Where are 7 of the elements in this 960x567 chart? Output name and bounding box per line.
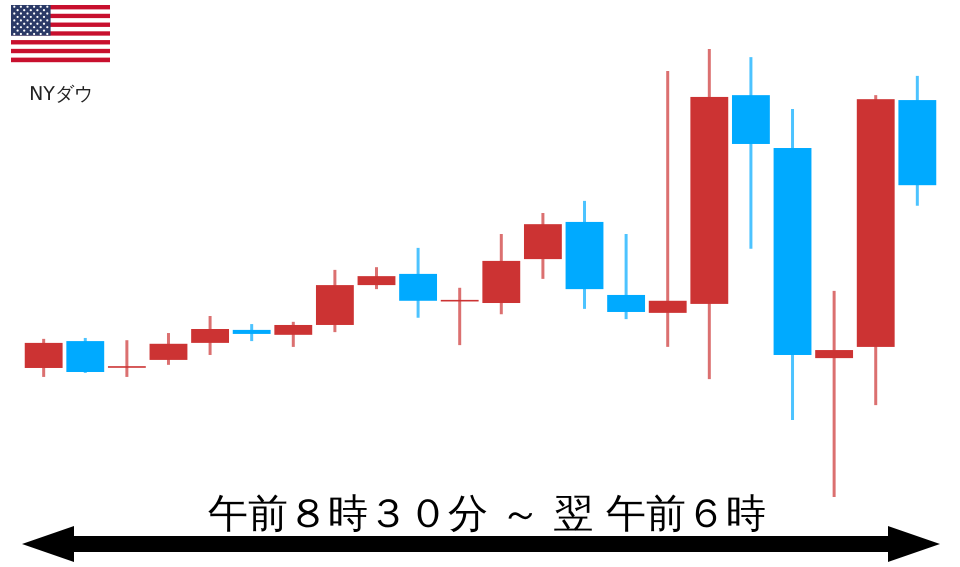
candlestick	[648, 70, 687, 347]
x-axis-title: 午前８時３０分 ～ 翌 午前６時	[208, 491, 766, 537]
candlestick	[440, 288, 479, 346]
candlestick	[232, 324, 271, 342]
candlestick	[108, 340, 146, 377]
candlestick	[815, 290, 854, 497]
text: NYダウ	[29, 83, 93, 105]
